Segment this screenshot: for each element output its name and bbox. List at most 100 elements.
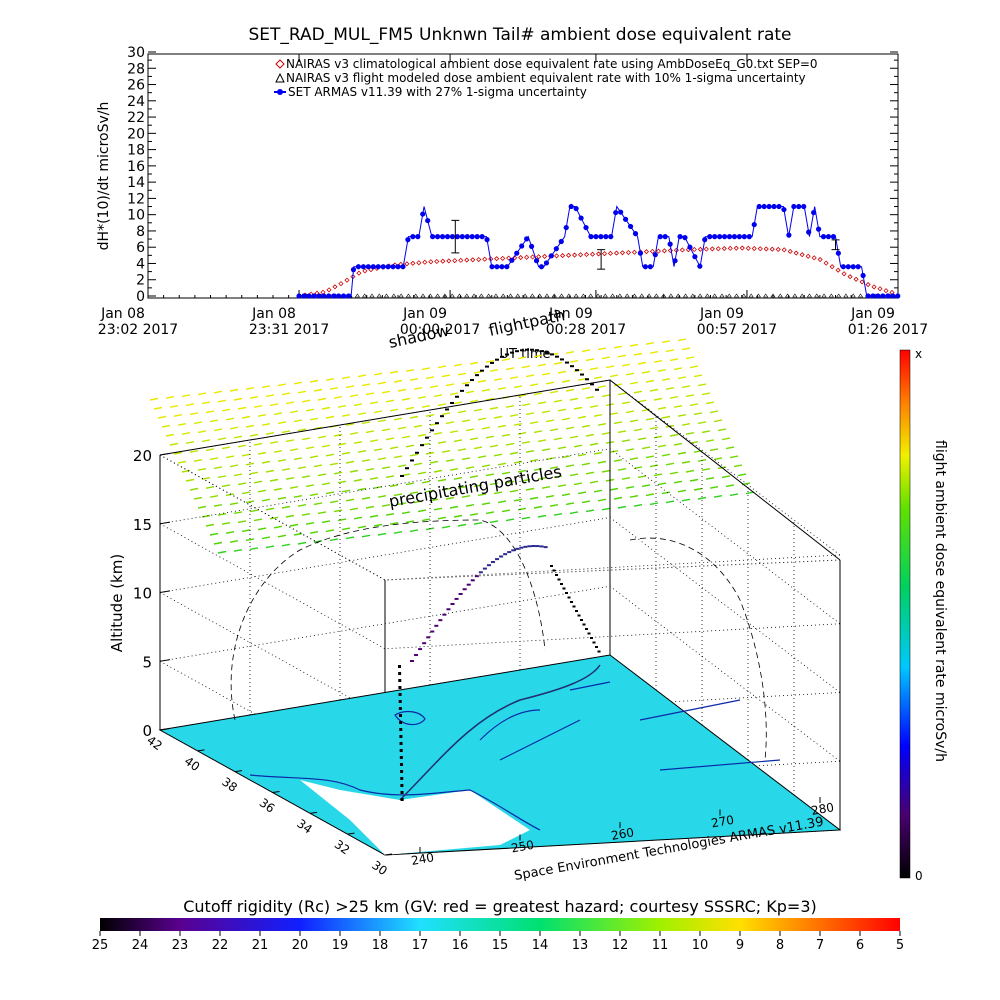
particle-dash [477, 493, 487, 497]
particle-dash [709, 448, 719, 452]
particle-dash [665, 387, 675, 390]
particle-dash [509, 376, 519, 380]
particle-dash [441, 525, 451, 529]
particle-dash [217, 399, 227, 403]
trajectory-point-high [495, 358, 499, 361]
particle-dash [549, 390, 559, 394]
climatological-point [841, 271, 847, 277]
particle-dash [705, 439, 715, 443]
climatological-point [775, 246, 781, 253]
particle-dash [341, 376, 351, 380]
particle-dash [501, 433, 511, 437]
armas-point [603, 234, 609, 240]
modeled-point [500, 293, 506, 298]
modeled-point [580, 293, 586, 298]
latitude-tick-label: 36 [257, 795, 278, 815]
descent-point [398, 700, 402, 703]
latitude-tick [234, 770, 243, 773]
armas-point [845, 264, 851, 270]
particle-dash [649, 426, 659, 430]
y-axis-label: dH*(10)/dt microSv/h [96, 102, 112, 251]
particle-dash [489, 406, 499, 410]
particle-dash [385, 513, 395, 516]
trajectory-point-mid [450, 603, 455, 606]
particle-dash [213, 390, 223, 394]
particle-dash [273, 412, 283, 416]
particle-dash [577, 453, 587, 457]
particle-dash [669, 396, 679, 399]
particle-dash [397, 388, 407, 392]
latitude-tick [197, 749, 205, 752]
particle-dash [409, 415, 419, 419]
trajectory-point-mid [414, 654, 419, 657]
latitude-tick [347, 832, 355, 835]
trajectory-point-high [545, 351, 549, 354]
trajectory-point-descent [590, 637, 593, 639]
particle-dash [261, 460, 271, 464]
trajectory-point-descent [582, 623, 586, 626]
rigidity-tick-label: 22 [212, 938, 229, 953]
particle-dash [413, 500, 423, 504]
climatological-point [506, 255, 512, 261]
particle-dash [661, 491, 671, 495]
particle-dash [277, 534, 287, 538]
particle-dash [497, 500, 507, 504]
armas-point [647, 264, 653, 270]
armas-point [613, 209, 619, 216]
climatological-point [530, 254, 536, 260]
modeled-point [376, 293, 382, 298]
particle-dash [265, 394, 275, 398]
armas-point [731, 234, 738, 240]
trajectory-point-descent [562, 587, 566, 590]
trajectory-point-high [465, 384, 469, 387]
trajectory-point-high [475, 374, 479, 377]
particle-dash [473, 370, 483, 374]
particle-dash [289, 410, 299, 414]
particle-dash [433, 394, 443, 398]
particle-dash [265, 432, 275, 435]
particle-dash [437, 478, 447, 482]
particle-dash [421, 518, 431, 522]
armas-point [306, 293, 312, 299]
particle-dash [721, 437, 731, 441]
particle-dash [209, 532, 219, 536]
particle-dash [337, 518, 347, 522]
particle-dash [329, 462, 339, 466]
climatological-point [811, 255, 817, 261]
particle-dash [181, 394, 191, 398]
armas-point [860, 272, 866, 279]
armas-point [444, 234, 451, 240]
particle-dash [349, 394, 359, 398]
longitude-ticks: 240 250 260 270 280 [410, 797, 835, 868]
particle-dash [317, 511, 327, 515]
particle-dash [297, 541, 307, 545]
particle-dash [193, 496, 203, 500]
particle-dash [537, 514, 547, 518]
armas-point [692, 254, 698, 260]
x-tick-label-time: 00:28 2017 [546, 322, 626, 338]
particle-dash [341, 489, 351, 493]
armas-point [672, 258, 678, 264]
particle-dash [449, 505, 459, 509]
particle-dash [617, 354, 627, 358]
armas-point [875, 293, 881, 299]
particle-dash [165, 396, 175, 399]
particle-dash [293, 457, 303, 461]
particle-dash [713, 419, 723, 423]
particle-dash [329, 500, 339, 504]
armas-point [380, 264, 386, 270]
armas-point [786, 232, 792, 238]
armas-point [420, 211, 426, 217]
particle-dash [469, 361, 479, 365]
particle-dash [381, 428, 391, 432]
particle-dash [481, 464, 491, 468]
particle-dash [237, 406, 247, 410]
climatological-point [607, 250, 614, 256]
legend-triangle-marker [275, 72, 285, 83]
particle-dash [649, 388, 659, 392]
particle-dash [657, 369, 667, 372]
climatological-point [589, 251, 596, 257]
particle-dash [325, 415, 335, 419]
armas-point [895, 293, 901, 299]
